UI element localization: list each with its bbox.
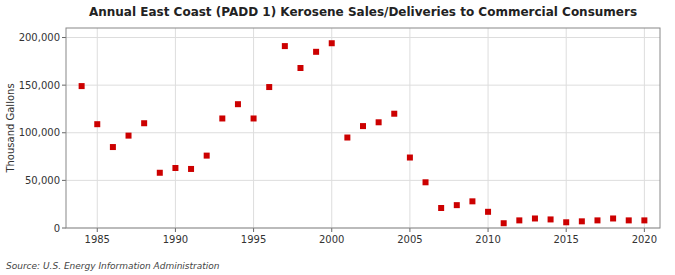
- point: [438, 205, 444, 211]
- grid-line: [97, 28, 98, 228]
- point: [79, 83, 85, 89]
- axes: 0 50,000 100,000 150,000 200,000 1985 1990 1995…: [19, 28, 660, 245]
- point: [360, 123, 366, 129]
- grid-line: [488, 28, 489, 228]
- point: [376, 119, 382, 125]
- grid-line: [175, 28, 176, 228]
- grid-line: [253, 28, 254, 228]
- point: [282, 43, 288, 49]
- tick-mark: [253, 228, 254, 232]
- point: [501, 220, 507, 226]
- tick-label: 2010: [475, 234, 500, 245]
- point: [641, 217, 647, 223]
- point: [594, 217, 600, 223]
- point: [141, 120, 147, 126]
- axis-label: Thousand Gallons: [5, 83, 16, 173]
- tick-mark: [175, 228, 176, 232]
- tick-mark: [62, 228, 66, 229]
- point: [391, 111, 397, 117]
- tick-label: 2020: [632, 234, 657, 245]
- grid-line: [66, 132, 660, 133]
- source: Source: U.S. Energy Information Administ…: [6, 261, 220, 271]
- tick-label: 200,000: [19, 32, 60, 43]
- point: [548, 216, 554, 222]
- tick-label: 150,000: [19, 80, 60, 91]
- point: [251, 115, 257, 121]
- point: [516, 217, 522, 223]
- tick-label: 50,000: [25, 175, 60, 186]
- tick-mark: [62, 85, 66, 86]
- title: Annual East Coast (PADD 1) Kerosene Sale…: [89, 5, 637, 19]
- tick-label: 100,000: [19, 127, 60, 138]
- grid-line: [331, 28, 332, 228]
- tick-mark: [488, 228, 489, 232]
- point: [563, 219, 569, 225]
- grid-line: [66, 180, 660, 181]
- tick-label: 0: [54, 223, 60, 234]
- tick-mark: [409, 228, 410, 232]
- plot-frame: [66, 28, 660, 228]
- tick-mark: [331, 228, 332, 232]
- point: [188, 166, 194, 172]
- point: [423, 179, 429, 185]
- point: [469, 198, 475, 204]
- point: [579, 218, 585, 224]
- point: [626, 217, 632, 223]
- grid-line: [644, 28, 645, 228]
- point: [219, 115, 225, 121]
- grid-line: [66, 85, 660, 86]
- chart: Annual East Coast (PADD 1) Kerosene Sale…: [0, 0, 675, 275]
- point: [110, 144, 116, 150]
- tick-label: 2000: [319, 234, 344, 245]
- point: [204, 153, 210, 159]
- point: [407, 155, 413, 161]
- tick-mark: [62, 37, 66, 38]
- tick-label: 2015: [553, 234, 578, 245]
- point: [297, 65, 303, 71]
- point: [235, 101, 241, 107]
- point: [172, 165, 178, 171]
- tick-mark: [62, 132, 66, 133]
- point: [157, 170, 163, 176]
- grid-line: [409, 28, 410, 228]
- tick-label: 1985: [85, 234, 110, 245]
- point: [344, 135, 350, 141]
- point: [313, 49, 319, 55]
- grid-line: [566, 28, 567, 228]
- tick-label: 2005: [397, 234, 422, 245]
- tick-mark: [566, 228, 567, 232]
- tick-mark: [97, 228, 98, 232]
- point: [329, 40, 335, 46]
- points: [79, 40, 648, 226]
- tick-mark: [644, 228, 645, 232]
- tick-label: 1995: [241, 234, 266, 245]
- point: [485, 209, 491, 215]
- point: [94, 121, 100, 127]
- grid: [66, 28, 660, 228]
- tick-label: 1990: [163, 234, 188, 245]
- tick-mark: [62, 180, 66, 181]
- point: [610, 215, 616, 221]
- point: [532, 215, 538, 221]
- point: [266, 84, 272, 90]
- grid-line: [66, 37, 660, 38]
- point: [126, 133, 132, 139]
- point: [454, 202, 460, 208]
